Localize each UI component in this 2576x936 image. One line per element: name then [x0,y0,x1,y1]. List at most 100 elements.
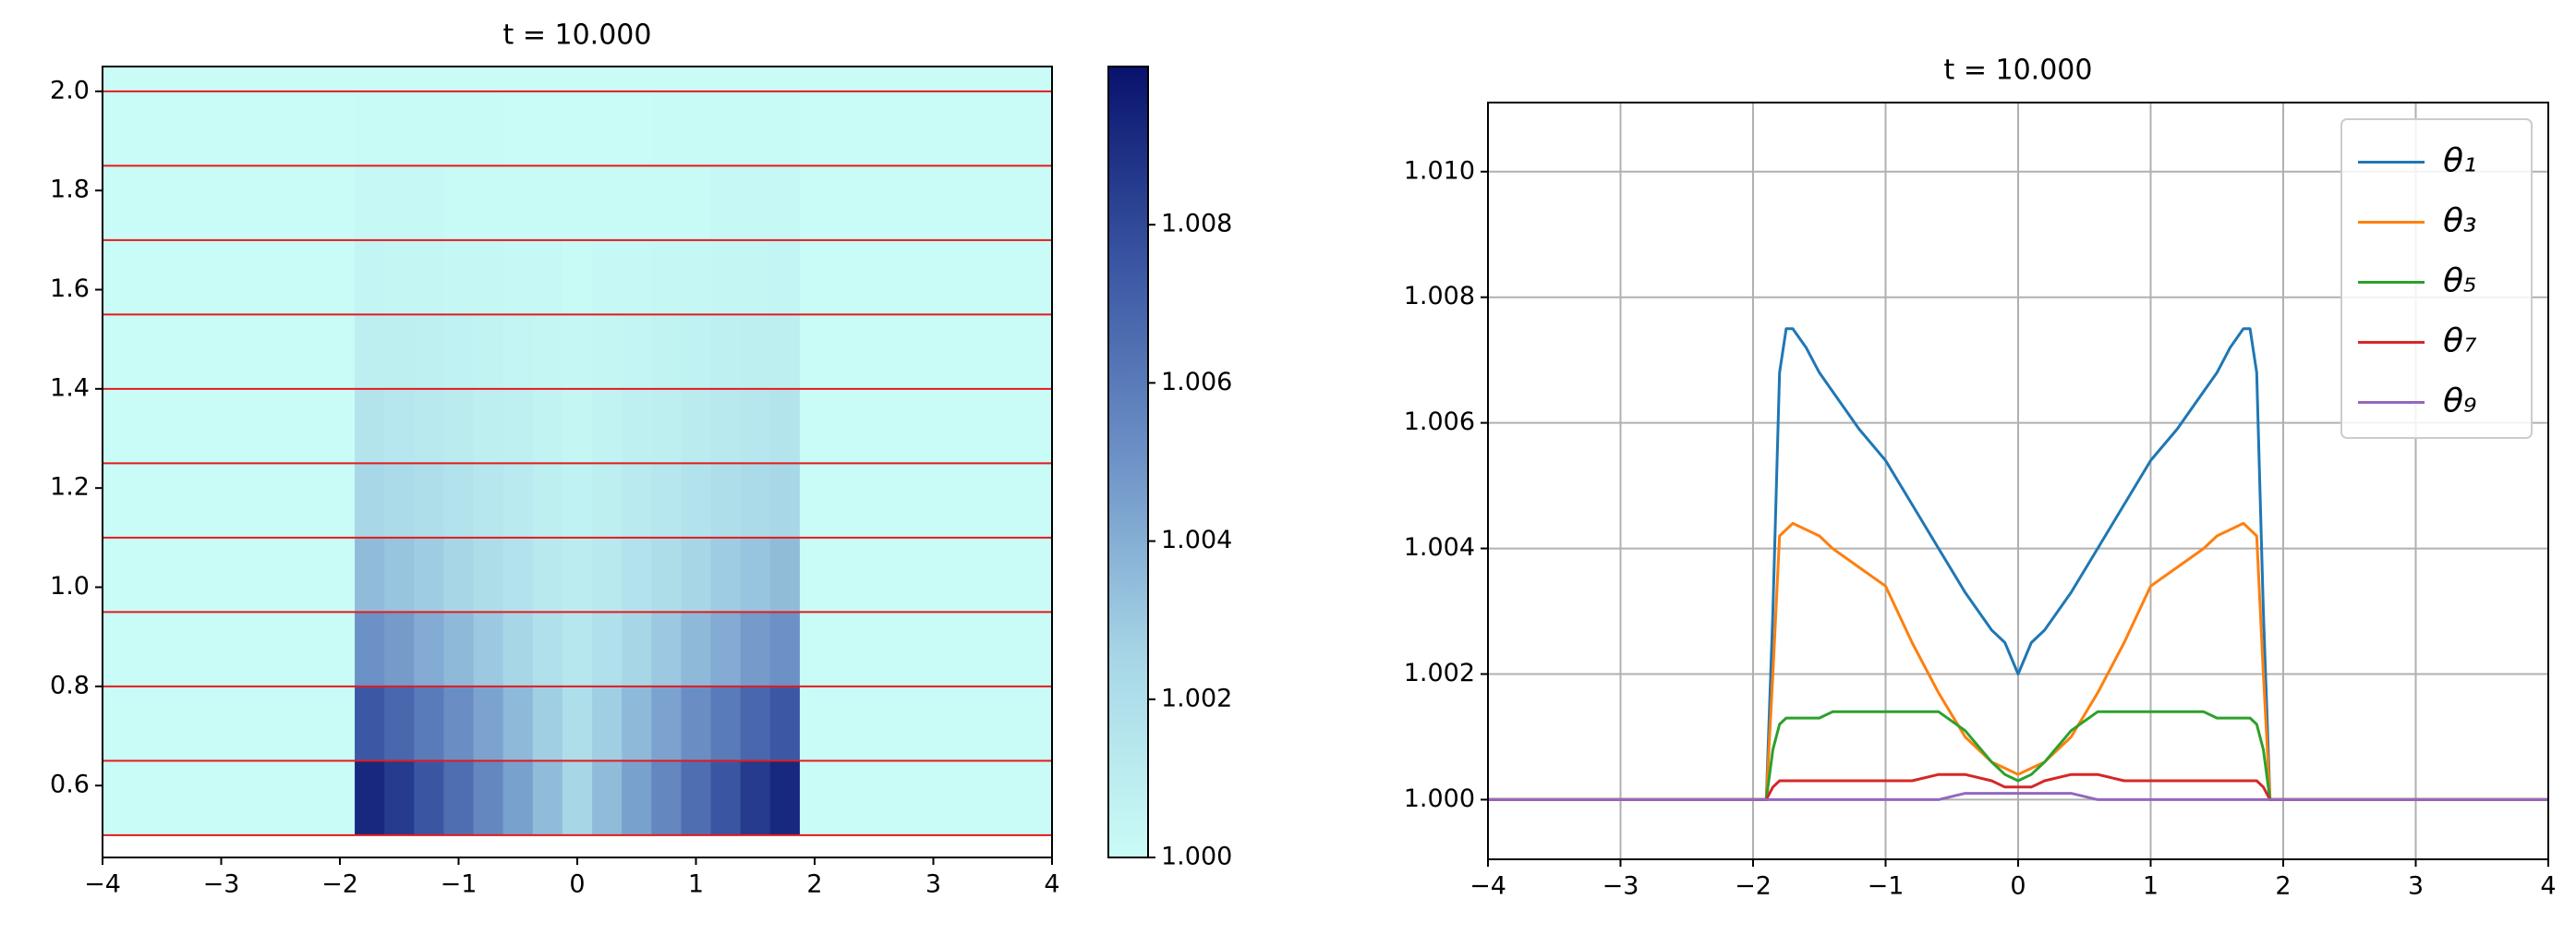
legend-text: θ₅ [2443,262,2476,300]
y-tick-label: 1.008 [1404,282,1475,310]
heatmap-cell [681,537,712,613]
heatmap-cell [592,314,623,390]
heatmap-cell [710,686,742,761]
y-tick-label: 1.0 [50,572,90,601]
heatmap-cell [710,239,742,315]
legend-text: θ₁ [2443,142,2476,180]
heatmap-cell [710,91,742,166]
heatmap-cell [592,537,623,613]
y-tick-label: 1.6 [50,274,90,303]
y-tick-label: 1.8 [50,176,90,204]
heatmap-cell [355,165,385,241]
heatmap-cell [502,314,534,390]
heatmap-cell [740,239,771,315]
heatmap-cell [799,314,1053,390]
x-tick-label: 3 [925,870,941,899]
heatmap-cell [414,760,444,836]
heatmap-cell [443,91,475,166]
heatmap-cell [799,388,1053,464]
heatmap-cell [443,612,475,687]
heatmap-cell [502,165,534,241]
heatmap-cell [562,760,593,836]
heatmap-cell [710,463,742,539]
x-tick-label: −1 [1868,872,1905,901]
colorbar-tick-label: 1.008 [1161,210,1232,238]
heatmap-cell [103,165,356,241]
heatmap-cell [384,463,415,539]
heatmap-cell [473,612,504,687]
heatmap-cell [769,388,801,464]
heatmap-cell [103,760,356,836]
heatmap-cell [799,612,1053,687]
heatmap-cell [592,91,623,166]
heatmap-cell [502,686,534,761]
heatmap-cell [740,165,771,241]
heatmap-cell [473,239,504,315]
heatmap-cell [355,91,385,166]
heatmap-cell [769,686,801,761]
heatmap-cell [414,165,444,241]
y-tick-label: 0.6 [50,771,90,799]
heatmap-cell [651,388,682,464]
x-tick-label: 3 [2408,872,2424,901]
heatmap-cell [502,463,534,539]
heatmap-cell [622,314,652,390]
heatmap-cell [710,388,742,464]
heatmap-cell [473,165,504,241]
x-tick-label: 0 [569,870,585,899]
heatmap-cell [710,537,742,613]
heatmap-cell [681,91,712,166]
heatmap-cell [651,239,682,315]
heatmap-cell [502,91,534,166]
heatmap-cell [681,760,712,836]
heatmap-cell [532,239,563,315]
heatmap-cell [532,165,563,241]
heatmap-cell [799,760,1053,836]
heatmap-cell [769,537,801,613]
x-tick-label: 1 [2143,872,2159,901]
heatmap-cell [355,314,385,390]
heatmap-cell [384,91,415,166]
heatmap-cell [473,388,504,464]
heatmap-cell [562,388,593,464]
heatmap-cell [740,463,771,539]
heatmap-cell [710,612,742,687]
heatmap-cell [103,686,356,761]
heatmap-cell [532,463,563,539]
axes-frame [102,66,1053,858]
heatmap-cell [622,388,652,464]
heatmap-cell [384,686,415,761]
heatmap-cell [443,165,475,241]
heatmap-cell [592,239,623,315]
x-tick-label: 1 [688,870,704,899]
heatmap-cell [443,388,475,464]
heatmap-cell [681,612,712,687]
heatmap-cell [592,686,623,761]
series-line [1488,772,2548,801]
heatmap-cell [103,388,356,464]
x-tick-label: −2 [1735,872,1772,901]
heatmap-cell [355,239,385,315]
heatmap-cell [769,239,801,315]
heatmap-cell [414,686,444,761]
y-tick-label: 2.0 [50,76,90,104]
heatmap-cell [473,314,504,390]
heatmap-cell [443,537,475,613]
heatmap-cell [473,760,504,836]
heatmap-cell [740,91,771,166]
heatmap-cell [355,686,385,761]
heatmap-cell [769,314,801,390]
heatmap-cell [622,239,652,315]
series-line [1488,710,2548,801]
colorbar-tick-label: 1.006 [1161,368,1232,396]
y-tick-label: 1.2 [50,473,90,502]
colorbar-tick-label: 1.000 [1161,843,1232,871]
y-tick-label: 1.006 [1404,407,1475,436]
legend-text: θ₉ [2443,383,2476,420]
heatmap-cell [384,314,415,390]
heatmap-cell [681,463,712,539]
chart-title: t = 10.000 [503,19,652,52]
heatmap-cell [681,165,712,241]
y-tick-label: 0.8 [50,671,90,699]
